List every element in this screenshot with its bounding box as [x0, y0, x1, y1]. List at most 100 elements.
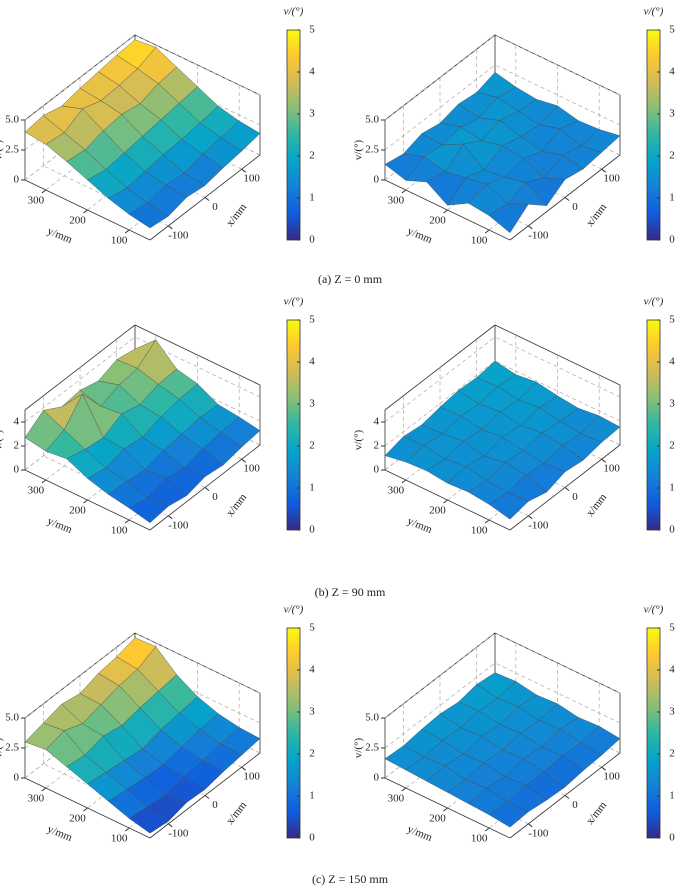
x-tick: [564, 197, 570, 201]
colorbar-tick-label: 2: [669, 150, 675, 162]
colorbar-tick-label: 1: [669, 790, 675, 802]
x-tick-label: 0: [572, 491, 578, 503]
x-axis-label: x/mm: [584, 799, 610, 827]
surface-patch: [488, 492, 529, 520]
colorbar-tick-label: 1: [309, 482, 315, 494]
colorbar-tick-label: 4: [309, 66, 315, 78]
colorbar-tick-label: 3: [669, 706, 675, 718]
y-tick: [41, 479, 47, 484]
x-tick: [528, 515, 533, 520]
surface-patch: [128, 202, 169, 229]
y-axis-label: y/mm: [46, 515, 75, 536]
colorbar-tick-label: 0: [309, 832, 315, 844]
x-axis: [509, 444, 621, 531]
z-tick-label: 0: [14, 174, 20, 186]
colorbar-tick-label: 1: [669, 482, 675, 494]
x-axis-label: x/mm: [584, 201, 610, 229]
y-tick: [41, 189, 47, 194]
y-tick: [83, 499, 88, 504]
colorbar-label: v/(°): [284, 296, 304, 308]
y-tick-label: 200: [429, 215, 446, 227]
x-axis-label: x/mm: [224, 201, 250, 229]
z-axis-label: v/(°): [0, 738, 5, 759]
colorbar-label: v/(°): [644, 604, 664, 616]
grid-line: [494, 336, 621, 398]
x-tick: [204, 197, 210, 201]
z-tick-label: 2: [374, 440, 380, 452]
z-axis-label: v/(°): [0, 140, 5, 161]
grid-line: [384, 336, 496, 423]
x-tick-label: 0: [212, 201, 218, 213]
y-tick: [401, 189, 407, 194]
x-tick: [204, 795, 210, 799]
x-tick-label: 100: [243, 463, 260, 475]
colorbar: [286, 627, 301, 839]
y-tick-label: 100: [111, 833, 128, 845]
z-tick-label: 5.0: [365, 114, 379, 126]
y-axis-label: y/mm: [46, 225, 75, 246]
x-axis: [149, 154, 261, 241]
z-tick-label: 0: [374, 772, 380, 784]
y-axis-label: y/mm: [46, 823, 75, 844]
x-tick-label: 100: [243, 173, 260, 185]
grid-line: [24, 336, 136, 423]
y-tick: [83, 209, 88, 214]
y-axis: [24, 777, 151, 839]
x-tick: [601, 168, 606, 173]
z-tick-label: 4: [14, 416, 20, 428]
y-tick-label: 300: [388, 195, 405, 207]
x-tick-label: -100: [168, 519, 189, 531]
x-tick: [528, 823, 533, 828]
x-tick: [168, 515, 173, 520]
colorbar-tick-label: 3: [309, 706, 315, 718]
surface-patch: [488, 801, 529, 828]
surface-patch: [128, 497, 169, 524]
z-tick-label: 4: [374, 416, 380, 428]
x-tick: [528, 225, 533, 230]
colorbar-tick-label: 4: [669, 356, 675, 368]
y-tick-label: 100: [471, 235, 488, 247]
x-tick-label: -100: [168, 827, 189, 839]
z-tick-label: 2.5: [5, 742, 19, 754]
y-tick: [484, 519, 490, 524]
y-tick-label: 100: [111, 525, 128, 537]
y-tick: [124, 827, 130, 832]
y-tick: [401, 479, 407, 484]
colorbar-tick-label: 2: [669, 748, 675, 760]
colorbar: [646, 29, 661, 241]
x-axis-label: x/mm: [224, 491, 250, 519]
y-tick-label: 100: [471, 833, 488, 845]
colorbar-tick-label: 1: [309, 192, 315, 204]
x-tick: [204, 487, 210, 491]
y-tick: [443, 209, 448, 214]
x-tick-label: 0: [572, 799, 578, 811]
y-tick-label: 300: [28, 485, 45, 497]
x-tick: [601, 766, 606, 771]
y-axis: [24, 469, 151, 531]
y-tick-label: 300: [388, 793, 405, 805]
colorbar-label: v/(°): [644, 6, 664, 18]
z-axis-label: v/(°): [353, 738, 365, 759]
surface-patch: [488, 203, 529, 234]
colorbar-tick-label: 2: [309, 150, 315, 162]
colorbar-tick-label: 1: [309, 790, 315, 802]
y-tick-label: 200: [69, 505, 86, 517]
x-tick: [564, 487, 570, 491]
z-axis-label: v/(°): [0, 430, 5, 451]
colorbar-tick-label: 5: [309, 622, 315, 634]
y-tick-label: 300: [28, 195, 45, 207]
colorbar-tick-label: 5: [669, 622, 675, 634]
colorbar-tick-label: 4: [669, 664, 675, 676]
colorbar-tick-label: 3: [309, 108, 315, 120]
z-tick-label: 2.5: [365, 742, 379, 754]
y-axis: [384, 469, 511, 531]
y-tick: [401, 787, 407, 792]
colorbar-tick-label: 1: [669, 192, 675, 204]
z-tick-label: 2: [14, 440, 20, 452]
z-tick-label: 2.5: [5, 144, 19, 156]
x-tick: [241, 458, 246, 463]
colorbar-tick-label: 2: [309, 748, 315, 760]
colorbar-tick-label: 4: [309, 356, 315, 368]
colorbar-tick-label: 4: [309, 664, 315, 676]
